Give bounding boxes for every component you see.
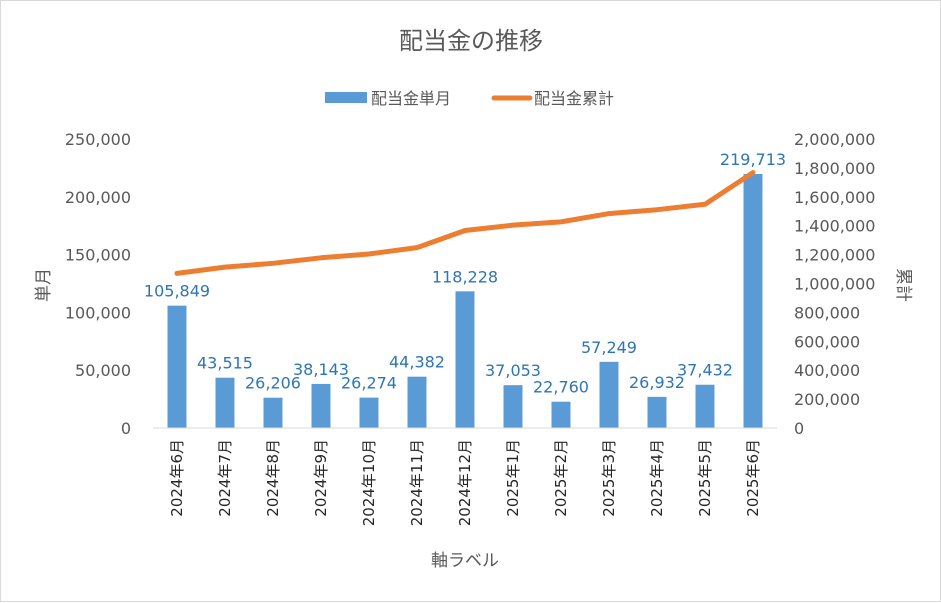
bar-value-label: 22,760 bbox=[533, 378, 589, 397]
bar-value-label: 26,932 bbox=[629, 373, 685, 392]
category-label: 2024年7月 bbox=[216, 439, 234, 517]
bar bbox=[455, 291, 475, 428]
bar-value-label: 118,228 bbox=[432, 267, 498, 286]
right-tick-label: 600,000 bbox=[794, 332, 860, 351]
bar-value-label: 26,274 bbox=[341, 374, 397, 393]
right-axis-title: 累計 bbox=[893, 268, 913, 302]
bar bbox=[647, 396, 667, 428]
bar-value-label: 219,713 bbox=[720, 150, 786, 169]
legend-label-cumulative: 配当金累計 bbox=[534, 89, 614, 108]
x-axis-title: 軸ラベル bbox=[431, 551, 499, 571]
category-label: 2024年6月 bbox=[168, 439, 186, 517]
category-label: 2025年5月 bbox=[696, 439, 714, 517]
legend-swatch-monthly bbox=[325, 92, 367, 103]
category-label: 2025年1月 bbox=[504, 439, 522, 517]
bar bbox=[263, 397, 283, 428]
bar-value-label: 57,249 bbox=[581, 338, 637, 357]
bar bbox=[743, 174, 763, 428]
bar bbox=[311, 383, 331, 428]
left-tick-label: 200,000 bbox=[65, 188, 131, 207]
category-label: 2024年8月 bbox=[264, 439, 282, 517]
category-label: 2024年11月 bbox=[408, 439, 426, 526]
left-tick-label: 250,000 bbox=[65, 130, 131, 149]
legend-label-monthly: 配当金単月 bbox=[371, 89, 451, 108]
legend: 配当金単月 配当金累計 bbox=[325, 89, 614, 108]
bar-series bbox=[167, 174, 763, 428]
right-tick-label: 0 bbox=[794, 419, 804, 438]
right-tick-label: 800,000 bbox=[794, 303, 860, 322]
bar-value-label: 44,382 bbox=[389, 353, 445, 372]
category-label: 2024年10月 bbox=[360, 439, 378, 526]
category-label: 2025年3月 bbox=[600, 439, 618, 517]
category-labels: 2024年6月 2024年7月 2024年8月 2024年9月 2024年10月 2024… bbox=[168, 439, 762, 526]
bar bbox=[503, 385, 523, 428]
bar-value-label: 105,849 bbox=[144, 282, 210, 301]
line-series bbox=[174, 170, 756, 276]
bar-value-label: 37,053 bbox=[485, 361, 541, 380]
bar bbox=[599, 361, 619, 428]
right-tick-label: 1,800,000 bbox=[794, 159, 875, 178]
left-tick-label: 100,000 bbox=[65, 303, 131, 322]
right-tick-label: 1,600,000 bbox=[794, 188, 875, 207]
right-tick-label: 400,000 bbox=[794, 361, 860, 380]
bar bbox=[359, 397, 379, 428]
bar bbox=[167, 305, 187, 428]
category-label: 2025年2月 bbox=[552, 439, 570, 517]
category-label: 2025年6月 bbox=[744, 439, 762, 517]
right-tick-label: 1,000,000 bbox=[794, 275, 875, 294]
category-label: 2024年9月 bbox=[312, 439, 330, 517]
left-tick-label: 50,000 bbox=[75, 361, 131, 380]
left-axis-ticks: 0 50,000 100,000 150,000 200,000 250,000 bbox=[65, 130, 131, 438]
right-tick-label: 1,200,000 bbox=[794, 246, 875, 265]
right-axis-ticks: 0 200,000 400,000 600,000 800,000 1,000,000 1,… bbox=[794, 130, 875, 438]
bar bbox=[407, 376, 427, 428]
bar-value-label: 26,206 bbox=[245, 374, 301, 393]
chart-title: 配当金の推移 bbox=[399, 27, 543, 55]
left-axis-title: 単月 bbox=[34, 268, 54, 302]
bar-value-label: 43,515 bbox=[197, 354, 253, 373]
category-label: 2025年4月 bbox=[648, 439, 666, 517]
bar bbox=[215, 377, 235, 428]
cumulative-line bbox=[174, 170, 756, 276]
bar bbox=[551, 401, 571, 428]
right-tick-label: 200,000 bbox=[794, 390, 860, 409]
right-tick-label: 2,000,000 bbox=[794, 130, 875, 149]
left-tick-label: 150,000 bbox=[65, 246, 131, 265]
bar-value-label: 37,432 bbox=[677, 361, 733, 380]
category-label: 2024年12月 bbox=[456, 439, 474, 526]
right-tick-label: 1,400,000 bbox=[794, 217, 875, 236]
bar bbox=[695, 384, 715, 428]
bar-value-label: 38,143 bbox=[293, 360, 349, 379]
left-tick-label: 0 bbox=[121, 419, 131, 438]
